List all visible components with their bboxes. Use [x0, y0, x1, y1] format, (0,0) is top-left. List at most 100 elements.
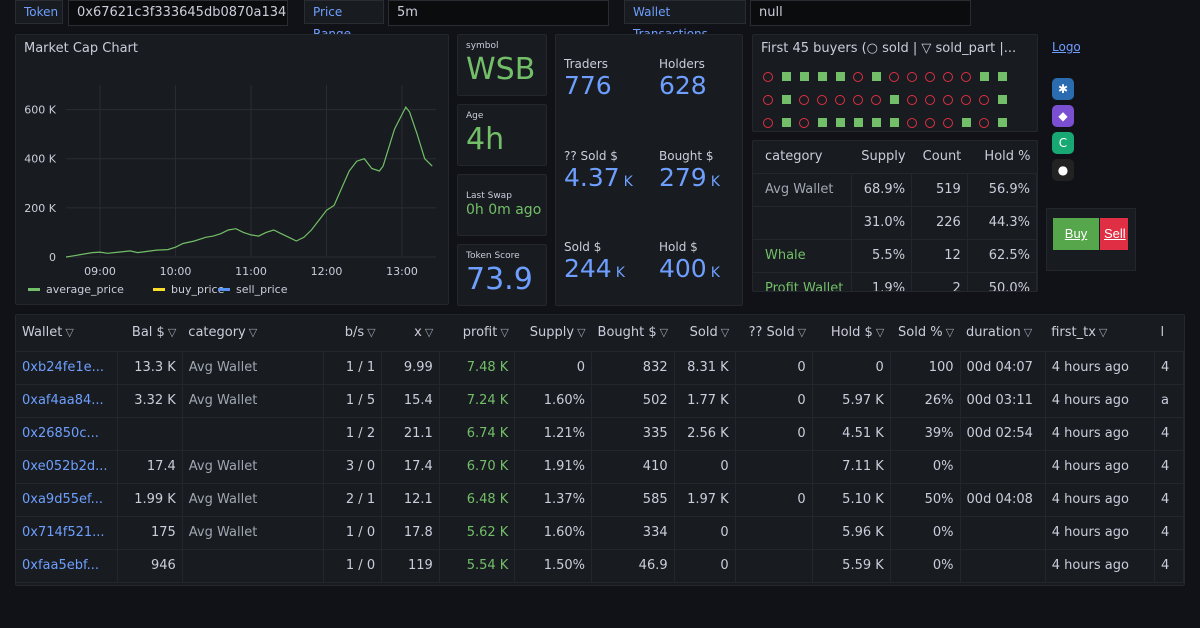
legend-label[interactable]: sell_price [236, 283, 288, 296]
col-header[interactable]: Sold ▽ [674, 315, 736, 352]
sold-buyer-marker[interactable] [941, 70, 955, 84]
filter-icon[interactable]: ▽ [500, 326, 509, 340]
sold-buyer-marker[interactable] [923, 93, 937, 107]
holding-buyer-marker[interactable] [833, 70, 847, 84]
wallet-link[interactable]: 0xaf4aa84... [16, 384, 118, 418]
col-header[interactable]: first_tx ▽ [1045, 315, 1155, 352]
table-row[interactable]: 0xfaa5ebf... 946 1 / 0 119 5.54 K 1.50% 46.9 0 5… [16, 549, 1184, 583]
sold-buyer-marker[interactable] [905, 70, 919, 84]
table-row[interactable]: 0x26850c... 1 / 2 21.1 6.74 K 1.21% 335 2.56 K… [16, 417, 1184, 451]
filter-icon[interactable]: ▽ [1098, 326, 1108, 340]
filter-icon[interactable]: ▽ [875, 326, 885, 340]
holding-buyer-marker[interactable] [977, 70, 991, 84]
holding-buyer-marker[interactable] [995, 116, 1009, 130]
sold-buyer-marker[interactable] [887, 70, 901, 84]
sold-buyer-marker[interactable] [905, 116, 919, 130]
price-range-input[interactable]: 5m [388, 0, 609, 26]
col-header[interactable]: profit ▽ [439, 315, 515, 352]
logo-broken-image[interactable]: Logo [1052, 40, 1080, 54]
sold-buyer-marker[interactable] [869, 93, 883, 107]
holding-buyer-marker[interactable] [995, 70, 1009, 84]
wallet-link[interactable]: 0xb24fe1e... [16, 351, 118, 385]
legend-label[interactable]: buy_price [171, 283, 225, 296]
table-row[interactable]: 0xa9d55ef... 1.99 K Avg Wallet 2 / 1 12.1 6.4… [16, 483, 1184, 517]
holding-buyer-marker[interactable] [779, 93, 793, 107]
holding-buyer-marker[interactable] [833, 116, 847, 130]
col-header[interactable]: Bal $ ▽ [117, 315, 183, 352]
filter-icon[interactable]: ▽ [167, 326, 177, 340]
holding-buyer-marker[interactable] [815, 116, 829, 130]
col-header[interactable]: duration ▽ [960, 315, 1046, 352]
sold-buyer-marker[interactable] [761, 70, 775, 84]
sold-buyer-marker[interactable] [797, 116, 811, 130]
sold-buyer-marker[interactable] [905, 93, 919, 107]
filter-icon[interactable]: ▽ [720, 326, 730, 340]
col-count[interactable]: Count [911, 141, 968, 174]
holding-buyer-marker[interactable] [797, 70, 811, 84]
filter-icon[interactable]: ▽ [65, 326, 74, 340]
token-input[interactable]: 0x67621c3f333645db0870a1343 [68, 0, 288, 26]
filter-icon[interactable]: ▽ [248, 326, 258, 340]
filter-icon[interactable]: ▽ [424, 326, 434, 340]
holding-buyer-marker[interactable] [995, 93, 1009, 107]
col-header[interactable]: x ▽ [381, 315, 440, 352]
sold-buyer-marker[interactable] [941, 116, 955, 130]
filter-icon[interactable]: ▽ [945, 326, 955, 340]
sold-buyer-marker[interactable] [797, 93, 811, 107]
wallet-transactions-input[interactable]: null [750, 0, 971, 26]
holding-buyer-marker[interactable] [887, 116, 901, 130]
buy-button[interactable]: Buy [1053, 218, 1099, 250]
wallet-link[interactable]: 0xa9d55ef... [16, 483, 118, 517]
sold-buyer-marker[interactable] [761, 116, 775, 130]
col-category[interactable]: category [753, 141, 852, 174]
holding-buyer-marker[interactable] [869, 70, 883, 84]
col-header[interactable]: l [1154, 315, 1184, 352]
sell-button[interactable]: Sell [1100, 218, 1128, 250]
filter-icon[interactable]: ▽ [659, 326, 669, 340]
table-row[interactable]: 0xb24fe1e... 13.3 K Avg Wallet 1 / 1 9.99 7.4… [16, 351, 1184, 385]
col-header[interactable]: Hold $ ▽ [812, 315, 891, 352]
table-row[interactable]: 0xaf4aa84... 3.32 K Avg Wallet 1 / 5 15.4 7.2… [16, 384, 1184, 418]
col-header[interactable]: Bought $ ▽ [591, 315, 675, 352]
sold-buyer-marker[interactable] [923, 70, 937, 84]
filter-icon[interactable]: ▽ [367, 326, 376, 340]
col-header[interactable]: Wallet ▽ [16, 315, 118, 352]
dexscreener-icon[interactable]: ✱ [1052, 78, 1074, 100]
filter-icon[interactable]: ▽ [1023, 326, 1033, 340]
sold-buyer-marker[interactable] [959, 70, 973, 84]
sold-buyer-marker[interactable] [977, 116, 991, 130]
sold-buyer-marker[interactable] [833, 93, 847, 107]
holding-buyer-marker[interactable] [779, 116, 793, 130]
sold-buyer-marker[interactable] [761, 93, 775, 107]
holding-buyer-marker[interactable] [869, 116, 883, 130]
sold-buyer-marker[interactable] [851, 70, 865, 84]
holding-buyer-marker[interactable] [779, 70, 793, 84]
col-header[interactable]: Supply ▽ [514, 315, 592, 352]
wallet-link[interactable]: 0x26850c... [16, 417, 118, 451]
col-header[interactable]: category ▽ [182, 315, 324, 352]
col-header[interactable]: Sold % ▽ [890, 315, 961, 352]
birdeye-icon[interactable]: ● [1052, 159, 1074, 181]
sold-buyer-marker[interactable] [851, 93, 865, 107]
holding-buyer-marker[interactable] [851, 116, 865, 130]
dextools-icon[interactable]: ◆ [1052, 105, 1074, 127]
sold-buyer-marker[interactable] [923, 116, 937, 130]
filter-icon[interactable]: ▽ [797, 326, 807, 340]
holding-buyer-marker[interactable] [959, 116, 973, 130]
col-hold[interactable]: Hold % [967, 141, 1037, 174]
coingecko-icon[interactable]: C [1052, 132, 1074, 154]
table-row[interactable]: 0x714f521... 175 Avg Wallet 1 / 0 17.8 5.62 K… [16, 516, 1184, 550]
sold-buyer-marker[interactable] [977, 93, 991, 107]
col-header[interactable]: b/s ▽ [323, 315, 382, 352]
wallet-link[interactable]: 0x714f521... [16, 516, 118, 550]
col-header[interactable]: ?? Sold ▽ [735, 315, 813, 352]
sold-buyer-marker[interactable] [815, 93, 829, 107]
table-row[interactable]: 0xe052b2d... 17.4 Avg Wallet 3 / 0 17.4 6.70 … [16, 450, 1184, 484]
holding-buyer-marker[interactable] [815, 70, 829, 84]
legend-label[interactable]: average_price [46, 283, 124, 296]
holding-buyer-marker[interactable] [887, 93, 901, 107]
wallet-link[interactable]: 0xfaa5ebf... [16, 549, 118, 583]
sold-buyer-marker[interactable] [959, 93, 973, 107]
col-supply[interactable]: Supply [851, 141, 912, 174]
filter-icon[interactable]: ▽ [577, 326, 586, 340]
